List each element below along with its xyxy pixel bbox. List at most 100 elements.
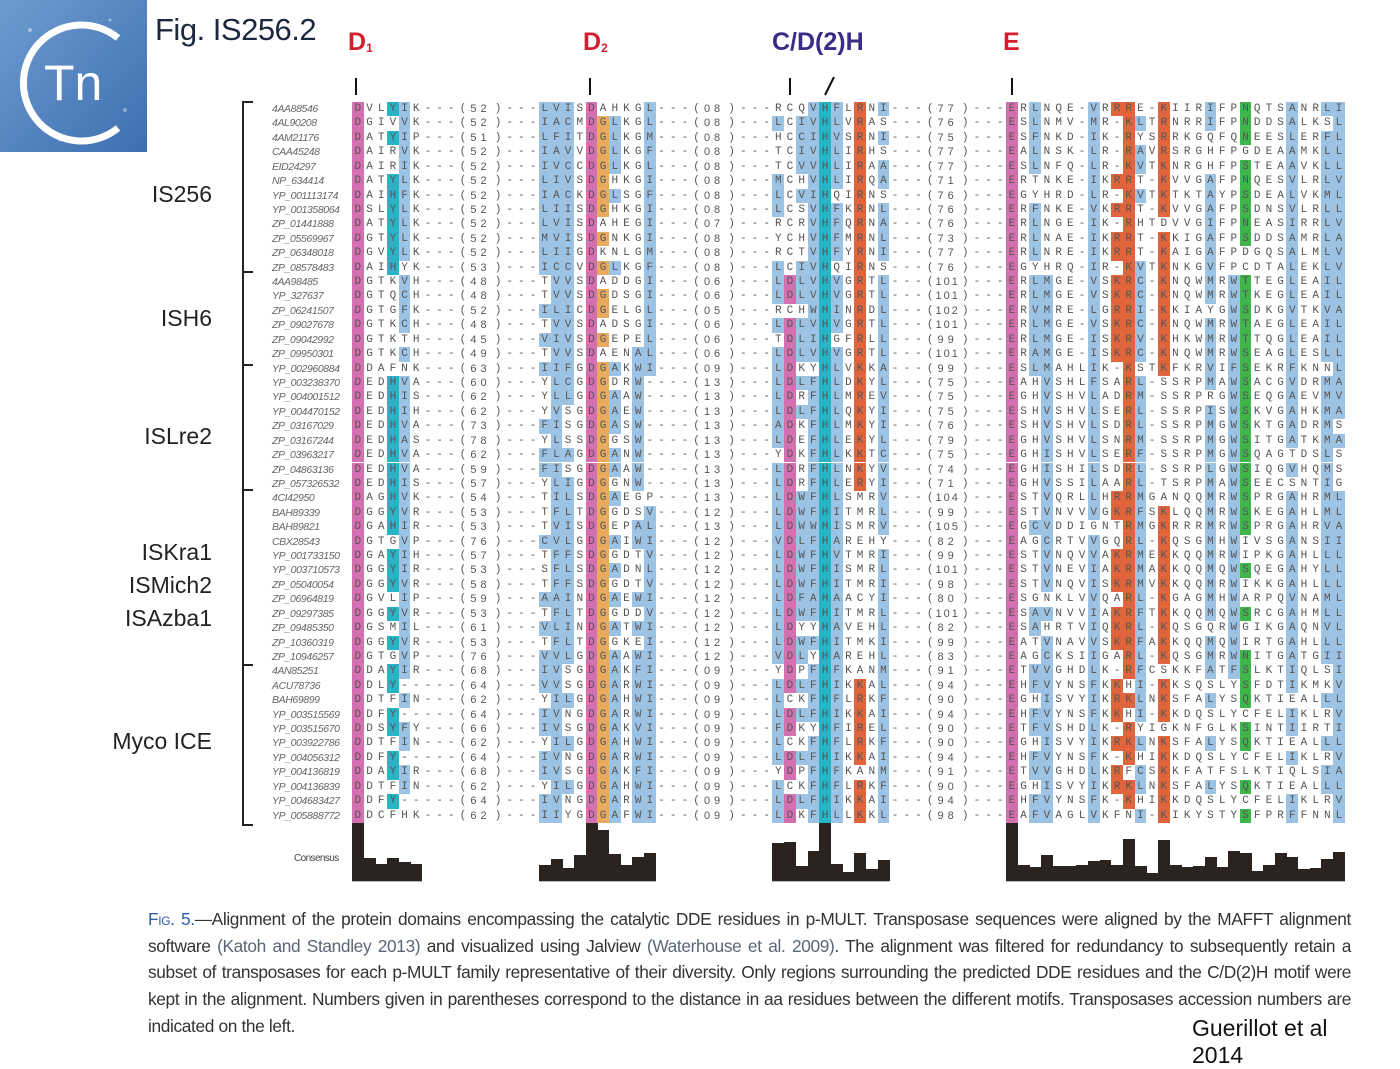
caption-reference-link[interactable]: (Katoh and Standley 2013) (217, 935, 421, 956)
consensus-bar (1099, 860, 1112, 881)
residue-highlight (562, 693, 574, 708)
caption-reference-link[interactable]: (Waterhouse et al. 2009) (646, 935, 835, 956)
residue-highlight (854, 794, 866, 809)
residue-highlight (1111, 102, 1123, 117)
gap-paren: ) (728, 247, 740, 260)
gap-paren: ( (459, 391, 472, 404)
gap-paren: ) (961, 477, 974, 490)
sequence-segment: LIVSDGHKGI (541, 175, 659, 188)
residue-highlight (597, 693, 609, 708)
gap-paren: ) (728, 175, 740, 188)
gap-length: 08 (703, 232, 725, 245)
residue-highlight (877, 678, 890, 694)
residue-highlight (807, 520, 820, 535)
residue-highlight (352, 606, 364, 622)
gap-paren: ) (494, 650, 507, 663)
residue-highlight (1087, 404, 1100, 420)
residue-highlight (1134, 332, 1147, 348)
gap-dashes: --- (506, 304, 542, 317)
residue-highlight (784, 390, 796, 405)
residue-highlight (1134, 549, 1147, 564)
gap-paren: ( (693, 809, 705, 822)
residue-highlight (1087, 592, 1100, 607)
residue-highlight (550, 750, 563, 766)
gap-dashes: --- (658, 766, 694, 779)
gap-dashes: --- (506, 319, 542, 332)
gap-paren: ( (459, 477, 472, 490)
gap-dashes: --- (506, 650, 542, 663)
gap-paren: ) (961, 607, 974, 620)
residue-highlight (1087, 462, 1100, 477)
motif-e-marker (1011, 78, 1013, 95)
accession-id: YP_327637 (272, 290, 324, 303)
accession-id: ACU78736 (272, 679, 321, 692)
residue-highlight (632, 765, 644, 780)
residue-highlight (1204, 462, 1217, 477)
residue-highlight (877, 332, 890, 348)
gap-dashes: --- (424, 117, 460, 130)
residue-highlight (1204, 693, 1217, 708)
gap-dashes: --- (424, 146, 460, 159)
residue-highlight (562, 621, 574, 636)
gap-paren: ( (693, 290, 705, 303)
residue-highlight (608, 765, 621, 780)
gap-length: 75 (937, 391, 958, 404)
gap-length: 08 (703, 103, 725, 115)
gap-paren: ( (459, 146, 472, 159)
residue-highlight (608, 736, 621, 751)
residue-highlight (1286, 678, 1299, 694)
gap-length: 08 (703, 203, 725, 216)
residue-highlight (1111, 693, 1123, 708)
consensus-bar (644, 853, 656, 881)
residue-highlight (1333, 303, 1345, 319)
residue-highlight (585, 664, 598, 679)
residue-highlight (387, 765, 399, 780)
gap-length: 99 (937, 362, 958, 375)
residue-highlight (1239, 779, 1252, 795)
residue-highlight (1006, 779, 1018, 795)
gap-paren: ( (459, 506, 472, 519)
gap-dashes: --- (739, 723, 776, 736)
gap-dashes: --- (424, 218, 460, 231)
gap-paren: ( (693, 578, 705, 591)
residue-highlight (597, 808, 609, 823)
gap-paren: ( (693, 117, 705, 130)
gap-paren: ( (926, 708, 939, 721)
residue-highlight (1087, 563, 1100, 578)
residue-highlight (597, 722, 609, 737)
gap-dashes: --- (506, 362, 542, 375)
residue-highlight (854, 448, 866, 463)
sequence-segment: ESLMAHLIK-KSTKFKRVIFSEKRFKNNL (1008, 362, 1348, 375)
residue-highlight (772, 260, 785, 276)
residue-highlight (1286, 130, 1299, 146)
residue-highlight (1087, 433, 1100, 449)
residue-highlight (1286, 563, 1299, 578)
residue-highlight (398, 505, 411, 521)
gap-paren: ( (693, 607, 705, 620)
residue-highlight (819, 649, 831, 665)
residue-highlight (585, 491, 598, 506)
gap-length: 12 (703, 622, 725, 635)
gap-dashes: --- (739, 304, 776, 317)
consensus-bar (1298, 869, 1311, 881)
residue-highlight (795, 188, 808, 203)
residue-highlight (1321, 217, 1334, 232)
residue-highlight (597, 707, 609, 723)
residue-highlight (562, 505, 574, 521)
residue-highlight (854, 678, 866, 694)
residue-highlight (550, 217, 563, 232)
residue-highlight (877, 159, 890, 175)
gap-dashes: --- (506, 506, 542, 519)
residue-highlight (1228, 419, 1240, 434)
consensus-bar (1006, 823, 1019, 881)
consensus-bar (1076, 864, 1089, 881)
residue-highlight (795, 159, 808, 175)
residue-highlight (1228, 606, 1240, 622)
gap-paren: ) (961, 276, 974, 289)
gap-dashes: --- (973, 146, 1009, 159)
residue-highlight (1006, 102, 1018, 117)
residue-highlight (1321, 174, 1334, 189)
residue-highlight (830, 649, 843, 665)
residue-highlight (352, 722, 364, 737)
gap-dashes: --- (658, 636, 694, 649)
